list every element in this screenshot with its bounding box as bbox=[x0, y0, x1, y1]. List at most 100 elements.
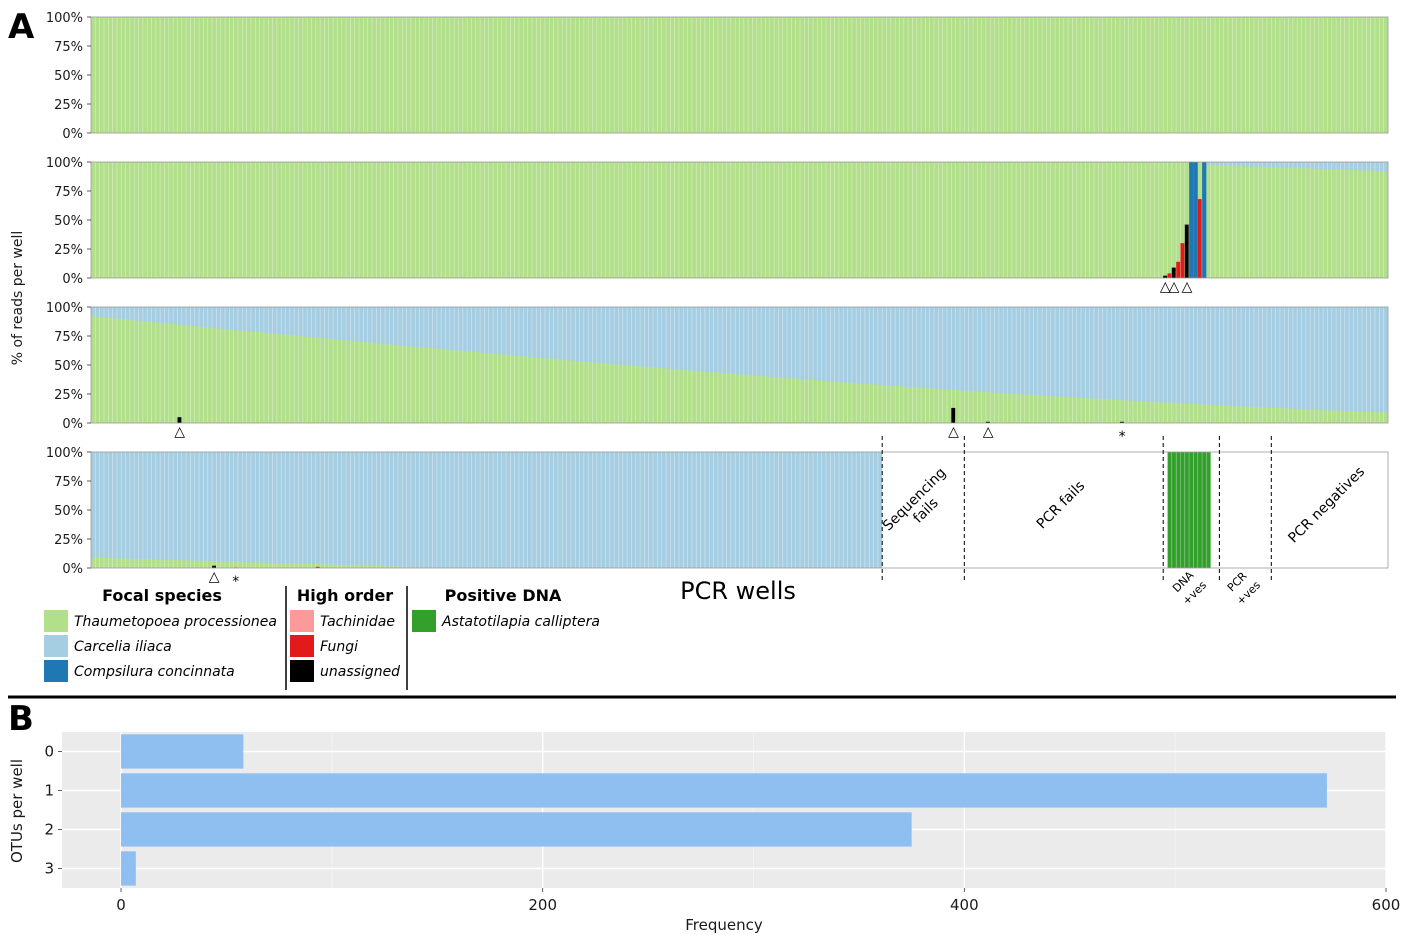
triangle-marker: △ bbox=[1182, 279, 1193, 295]
bar-fungi-well-256 bbox=[1197, 199, 1202, 278]
y-tick-label: 25% bbox=[54, 533, 83, 548]
y-tick-label: 75% bbox=[54, 330, 83, 345]
triangle-marker: △ bbox=[948, 424, 959, 440]
region-label: PCR negatives bbox=[1285, 464, 1368, 547]
x-tick-label: 0 bbox=[116, 896, 126, 914]
positive-dna-well bbox=[1175, 451, 1181, 569]
histogram-bar-3 bbox=[121, 851, 136, 886]
thaumetopoea-area bbox=[91, 17, 1388, 133]
bar-unassigned-well-199 bbox=[951, 407, 956, 423]
legend-swatch-compsilura bbox=[44, 660, 68, 682]
y-tick-label: 100% bbox=[46, 11, 83, 26]
bar-tachinidae-well-33 bbox=[233, 566, 238, 568]
legend-item-label: Astatotilapia calliptera bbox=[441, 614, 600, 630]
panel-a-row3: 100% 75% 50% 25% 0% △ △ △ * bbox=[46, 301, 1389, 445]
bar-unassigned-well-250 bbox=[1171, 267, 1176, 278]
legend-swatch-unassigned bbox=[290, 660, 314, 682]
y-tick-label: 75% bbox=[54, 475, 83, 490]
y-tick-label: 100% bbox=[46, 156, 83, 171]
y-tick-label: 25% bbox=[54, 243, 83, 258]
bar-unassigned-well-28 bbox=[212, 565, 216, 568]
y-tick-label: 100% bbox=[46, 301, 83, 316]
panel-b-xlabel: Frequency bbox=[685, 916, 763, 934]
legend-item-label: Thaumetopoea processionea bbox=[74, 614, 277, 630]
bar-compsilura-well-254 bbox=[1189, 162, 1194, 278]
histogram-bar-1 bbox=[121, 773, 1327, 808]
y-tick-label: 25% bbox=[54, 388, 83, 403]
well-separators bbox=[94, 162, 1385, 278]
bar-unassigned-well-207 bbox=[985, 421, 990, 423]
triangle-marker: △ bbox=[209, 569, 220, 585]
y-tick-label: 100% bbox=[46, 446, 83, 461]
positive-dna-well bbox=[1206, 451, 1211, 569]
panel-a-stacked-bars: 100%75%50%25%0%100%75%50%25%0% △△ △100%75%… bbox=[46, 11, 1389, 608]
bar-fungi-well-252 bbox=[1180, 243, 1185, 278]
bar-unassigned-well-253 bbox=[1184, 224, 1189, 278]
legend-item-label: Compsilura concinnata bbox=[74, 664, 235, 680]
x-tick-label: 400 bbox=[950, 896, 979, 914]
bar-unassigned-well-238 bbox=[1120, 421, 1124, 423]
triangle-marker: △ bbox=[983, 424, 994, 440]
y-tick-label: 75% bbox=[54, 40, 83, 55]
panel-a-ylabel: % of reads per well bbox=[10, 231, 26, 366]
region-label: Sequencingfails bbox=[880, 465, 961, 546]
positive-dna-well bbox=[1180, 451, 1186, 569]
legend-group: Focal species Thaumetopoea processionea Ca… bbox=[44, 586, 277, 682]
y-tick-label: 0 bbox=[44, 743, 54, 761]
bar-fungi-well-249 bbox=[1167, 273, 1172, 278]
bar-compsilura-well-257 bbox=[1202, 162, 1207, 278]
panel-a-xlabel: PCR wells bbox=[680, 577, 796, 605]
region-label: PCR+ves bbox=[1223, 567, 1264, 608]
thaumetopoea-area bbox=[91, 316, 1388, 423]
positive-dna-well bbox=[1167, 451, 1173, 569]
panel-a-letter: A bbox=[8, 7, 35, 47]
legend-item-label: Carcelia iliaca bbox=[74, 639, 172, 655]
legend-swatch-tachinidae bbox=[290, 610, 314, 632]
y-tick-label: 25% bbox=[54, 98, 83, 113]
legend-swatch-thaumetopoea bbox=[44, 610, 68, 632]
legend-swatch-fungi bbox=[290, 635, 314, 657]
y-tick-label: 50% bbox=[54, 504, 83, 519]
asterisk-marker: * bbox=[232, 574, 239, 590]
bar-fungi-well-251 bbox=[1176, 261, 1181, 278]
y-tick-label: 0% bbox=[62, 562, 83, 577]
thaumetopoea-area bbox=[91, 557, 883, 568]
x-tick-label: 200 bbox=[528, 896, 557, 914]
triangle-marker: △ bbox=[1160, 279, 1171, 295]
positive-dna-well bbox=[1197, 451, 1203, 569]
y-tick-label: 50% bbox=[54, 214, 83, 229]
histogram-bar-2 bbox=[121, 812, 912, 847]
legend-group: High order Tachinidae Fungi unassigned bbox=[290, 586, 400, 682]
y-tick-label: 50% bbox=[54, 69, 83, 84]
positive-dna-well bbox=[1171, 451, 1177, 569]
legend-group-title: High order bbox=[297, 586, 393, 605]
bar-unassigned-well-248 bbox=[1163, 275, 1168, 278]
triangle-marker: △ bbox=[1169, 279, 1180, 295]
bar-compsilura-well-255 bbox=[1193, 162, 1198, 278]
y-tick-label: 0% bbox=[62, 417, 83, 432]
well-separators bbox=[94, 452, 879, 568]
legend-swatch-carcelia bbox=[44, 635, 68, 657]
panel-a-row1: 100% 75% 50% 25% 0% bbox=[46, 11, 1389, 142]
region-label: DNA+ves bbox=[1169, 567, 1210, 608]
asterisk-marker: * bbox=[1119, 429, 1126, 445]
y-tick-label: 0% bbox=[62, 127, 83, 142]
legend-item-label: Tachinidae bbox=[320, 614, 395, 630]
legend-item-label: Fungi bbox=[320, 639, 358, 655]
positive-dna-well bbox=[1184, 451, 1190, 569]
bar-fungi-well-52 bbox=[315, 566, 320, 568]
triangle-marker: △ bbox=[174, 424, 185, 440]
y-tick-label: 3 bbox=[44, 860, 54, 878]
histogram-bar-0 bbox=[121, 734, 244, 769]
legend-item-label: unassigned bbox=[320, 664, 400, 680]
y-tick-label: 75% bbox=[54, 185, 83, 200]
legend-group-title: Positive DNA bbox=[445, 586, 562, 605]
y-tick-label: 2 bbox=[44, 821, 54, 839]
legend-group: Positive DNA Astatotilapia calliptera bbox=[412, 586, 600, 632]
panel-b-histogram: 0 200 400 600 0 1 2 3 bbox=[44, 732, 1400, 914]
x-tick-label: 600 bbox=[1372, 896, 1401, 914]
y-tick-label: 50% bbox=[54, 359, 83, 374]
y-tick-label: 1 bbox=[44, 782, 54, 800]
